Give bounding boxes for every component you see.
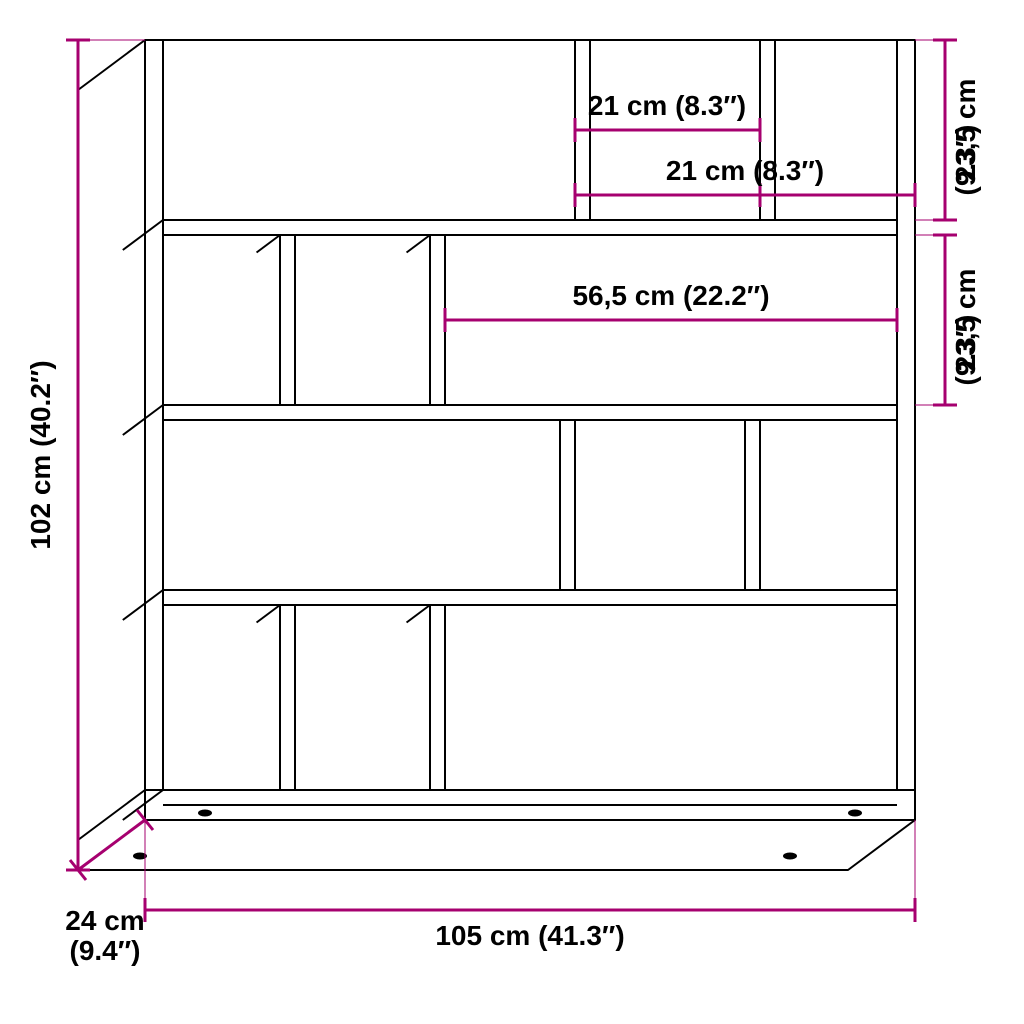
dim-label-height: 102 cm (40.2″) (25, 360, 56, 549)
dimension-small_compartment_top: 21 cm (8.3″) (575, 90, 760, 142)
dim-label-depth-1: (9.4″) (70, 935, 141, 966)
dimension-large_compartment: 56,5 cm (22.2″) (445, 280, 897, 332)
dimension-height: 102 cm (40.2″) (25, 40, 90, 870)
shelf-1-depth (123, 405, 163, 435)
divider-r3-0-depth (257, 605, 280, 623)
divider-r1-1-depth (407, 235, 430, 253)
dimension-small_compartment_top2: 21 cm (8.3″) (575, 155, 915, 207)
divider-r2-1 (745, 420, 760, 590)
dim-label-small_compartment_top2: 21 cm (8.3″) (666, 155, 824, 186)
dim-line (78, 820, 145, 870)
shelf-0-depth (123, 220, 163, 250)
dim-label-depth-0: 24 cm (65, 905, 144, 936)
divider-r1-0-depth (257, 235, 280, 253)
bottom-depth-face (78, 820, 915, 870)
divider-r1-0 (280, 235, 295, 405)
dim-label-width: 105 cm (41.3″) (435, 920, 624, 951)
dim-label-row_height_2-1: (9.3″) (950, 315, 981, 386)
dim-label-large_compartment: 56,5 cm (22.2″) (572, 280, 769, 311)
dim-label-row_height_1-1: (9.3″) (950, 125, 981, 196)
divider-r0-1 (760, 40, 775, 220)
left-depth-face (78, 40, 145, 870)
foot-dot-0 (198, 810, 212, 817)
dimension-row_height_1: 23,5 cm(9.3″) (933, 40, 981, 220)
divider-r3-1-depth (407, 605, 430, 623)
foot-dot-2 (783, 853, 797, 860)
divider-r1-1 (430, 235, 445, 405)
dimension-row_height_2: 23,5 cm(9.3″) (933, 235, 981, 405)
divider-r3-1 (430, 605, 445, 790)
dim-label-small_compartment_top: 21 cm (8.3″) (588, 90, 746, 121)
divider-r2-0 (560, 420, 575, 590)
dimension-width: 105 cm (41.3″) (145, 898, 915, 951)
foot-dot-1 (848, 810, 862, 817)
shelf-2-depth (123, 590, 163, 620)
divider-r3-0 (280, 605, 295, 790)
